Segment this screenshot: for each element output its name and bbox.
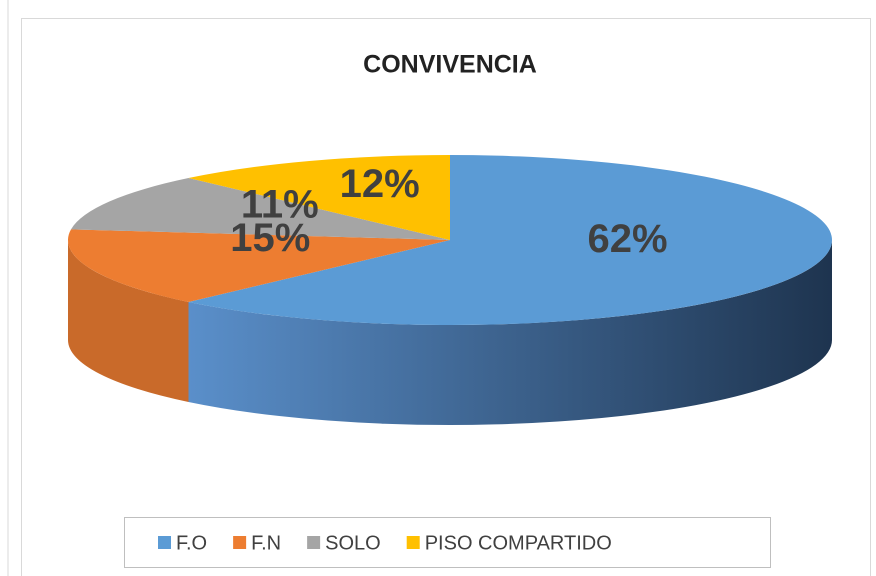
data-label: 15% — [230, 216, 310, 260]
slice — [71, 178, 451, 240]
legend-box — [124, 517, 771, 568]
legend-swatch — [158, 536, 171, 549]
slice — [67, 229, 450, 302]
chart-title: CONVIVENCIA — [363, 51, 537, 79]
legend-swatch — [233, 536, 247, 549]
legend-label: SOLO — [325, 532, 381, 554]
data-label: 12% — [340, 162, 420, 206]
legend-swatch — [406, 536, 420, 549]
legend-label: F.O — [176, 532, 207, 554]
slice-side — [68, 240, 189, 402]
slice — [188, 155, 833, 325]
slice — [188, 155, 451, 240]
legend-label: F.N — [251, 532, 281, 554]
slice-side — [188, 240, 833, 426]
data-label: 62% — [588, 217, 668, 261]
legend-label: PISO COMPARTIDO — [425, 532, 612, 554]
data-label: 11% — [241, 182, 319, 226]
legend-swatch — [307, 536, 321, 549]
